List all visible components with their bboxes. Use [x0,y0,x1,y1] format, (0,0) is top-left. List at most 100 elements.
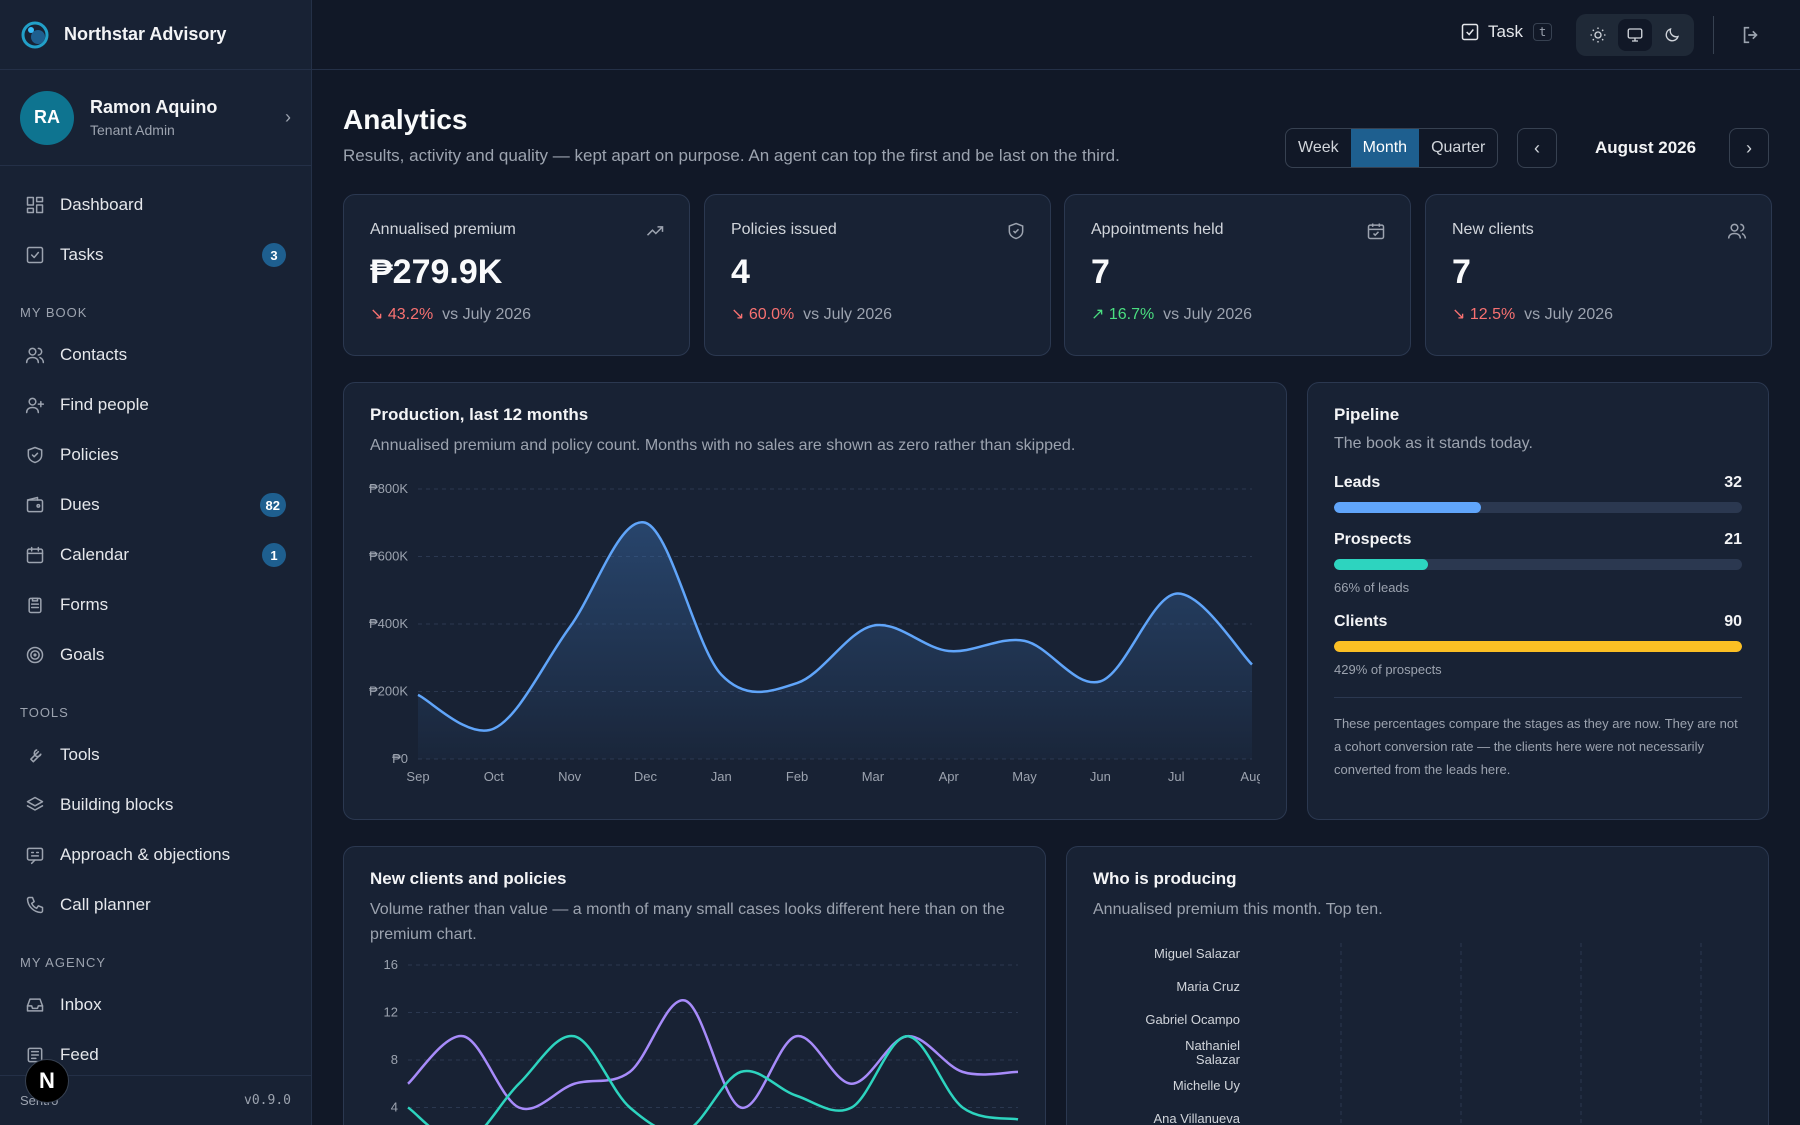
x-tick-label: Apr [939,769,960,784]
wallet-icon [26,496,44,513]
pipeline-row-prospects: Prospects 21 [1334,531,1742,549]
sidebar-nav: Dashboard Tasks 3 MY BOOK Contacts Find … [0,166,311,1080]
stat-card-new-clients: New clients 7 ↘ 12.5% vs July 2026 [1425,194,1772,356]
theme-switcher [1576,14,1694,56]
logout-button[interactable] [1740,24,1762,51]
shield-icon [27,446,43,464]
stat-label: Appointments held [1091,221,1224,238]
delta-percent: 16.7% [1108,306,1155,323]
stat-value: ₱279.9K [370,253,503,291]
user-profile[interactable]: RA Ramon Aquino Tenant Admin › [0,70,311,166]
sidebar-item-label: Tools [60,745,100,764]
stat-delta: ↘ 12.5% vs July 2026 [1452,304,1745,324]
arrow-up-right-icon: ↗ [1091,306,1105,323]
sidebar-item-label: Dues [60,495,100,514]
users-icon [1727,221,1747,246]
sidebar-item-find-people[interactable]: Find people [0,380,311,430]
new-clients-subtitle: Volume rather than value — a month of ma… [370,901,1005,943]
y-tick-label: 8 [391,1052,398,1067]
sidebar-item-goals[interactable]: Goals [0,630,311,680]
producer-label: Miguel Salazar [1154,946,1241,961]
delta-compare: vs July 2026 [442,306,532,323]
x-tick-label: Sep [406,769,429,784]
pipeline-value: 90 [1724,613,1742,630]
section-tools: TOOLS [20,705,69,720]
prev-period-button[interactable]: ‹ [1517,128,1557,168]
x-tick-label: Oct [484,769,505,784]
sidebar-item-approach[interactable]: Approach & objections [0,830,311,880]
period-quarter-button[interactable]: Quarter [1431,139,1486,156]
pipeline-bar-prospects [1334,559,1742,570]
producer-label: Gabriel Ocampo [1145,1012,1240,1027]
sidebar-item-dues[interactable]: Dues 82 [0,480,311,530]
producers-panel: Who is producing Annualised premium this… [1066,846,1769,1125]
pipeline-row-clients: Clients 90 [1334,613,1742,631]
pipeline-note: 66% of leads [1334,580,1410,595]
moon-icon [1665,27,1679,42]
brand[interactable]: Northstar Advisory [0,0,311,70]
sun-icon [1590,27,1606,43]
app-version: v0.9.0 [244,1093,291,1108]
y-tick-label: ₱200K [369,684,408,699]
delta-compare: vs July 2026 [1524,306,1614,323]
next-period-button[interactable]: › [1729,128,1769,168]
pipeline-divider [1334,697,1742,698]
theme-dark-button[interactable] [1655,19,1689,51]
period-week-button[interactable]: Week [1298,139,1339,156]
sidebar-item-tasks[interactable]: Tasks 3 [0,230,311,280]
y-tick-label: ₱0 [392,751,408,766]
sidebar-item-policies[interactable]: Policies [0,430,311,480]
new-task-button[interactable]: Task t [1460,22,1553,42]
stat-value: 4 [731,253,750,291]
y-tick-label: ₱800K [369,481,408,496]
sidebar-item-dashboard[interactable]: Dashboard [0,180,311,230]
producers-title: Who is producing [1093,869,1237,888]
stat-card-policies-issued: Policies issued 4 ↘ 60.0% vs July 2026 [704,194,1051,356]
production-line [417,521,1253,732]
checkbox-icon [1461,23,1479,41]
current-period-label: August 2026 [1595,138,1697,157]
new-clients-title: New clients and policies [370,869,567,888]
production-chart: ₱0 ₱200K ₱400K ₱600K ₱800K Sep Oct Nov Dec Jan Feb… [369,481,1260,784]
sidebar-item-building-blocks[interactable]: Building blocks [0,780,311,830]
monitor-icon [1627,28,1643,42]
wrench-icon [30,749,42,763]
sidebar-item-label: Call planner [60,895,151,914]
production-panel: Production, last 12 months Annualised pr… [343,382,1287,820]
brand-logo-icon [21,21,49,48]
delta-compare: vs July 2026 [1163,306,1253,323]
stat-delta: ↘ 60.0% vs July 2026 [731,304,1024,324]
x-tick-label: Feb [786,769,808,784]
pipeline-bar-fill [1334,559,1428,570]
series-line-1 [407,1034,1019,1125]
period-month-button[interactable]: Month [1350,129,1420,167]
sidebar-item-label: Contacts [60,345,128,364]
x-tick-label: Jul [1168,769,1185,784]
dev-tools-badge[interactable]: N [25,1059,69,1103]
logout-icon [1743,26,1758,44]
new-clients-chart: 4 8 12 16 [384,957,1019,1125]
sidebar-item-calendar[interactable]: Calendar 1 [0,530,311,580]
theme-light-button[interactable] [1581,19,1615,51]
users-icon [25,347,45,364]
sidebar-item-call-planner[interactable]: Call planner [0,880,311,930]
pipeline-bar-fill [1334,502,1481,513]
pipeline-bar-clients [1334,641,1742,652]
sidebar-item-forms[interactable]: Forms [0,580,311,630]
sidebar-item-label: Forms [60,595,109,614]
user-role: Tenant Admin [90,122,175,138]
stat-delta: ↗ 16.7% vs July 2026 [1091,304,1384,324]
sidebar-item-contacts[interactable]: Contacts [0,330,311,380]
sidebar-item-inbox[interactable]: Inbox [0,980,311,1030]
sidebar-item-feed[interactable]: Feed [0,1030,311,1080]
sidebar-item-label: Tasks [60,245,104,264]
sidebar-item-tools[interactable]: Tools [0,730,311,780]
x-tick-label: May [1012,769,1037,784]
section-my-agency: MY AGENCY [20,955,107,970]
pipeline-footnote: These percentages compare the stages as … [1334,716,1738,777]
pipeline-bar-leads [1334,502,1742,513]
stat-value: 7 [1452,253,1471,291]
theme-system-button[interactable] [1617,19,1652,51]
x-tick-label: Mar [862,769,885,784]
stat-delta: ↘ 43.2% vs July 2026 [370,304,663,324]
